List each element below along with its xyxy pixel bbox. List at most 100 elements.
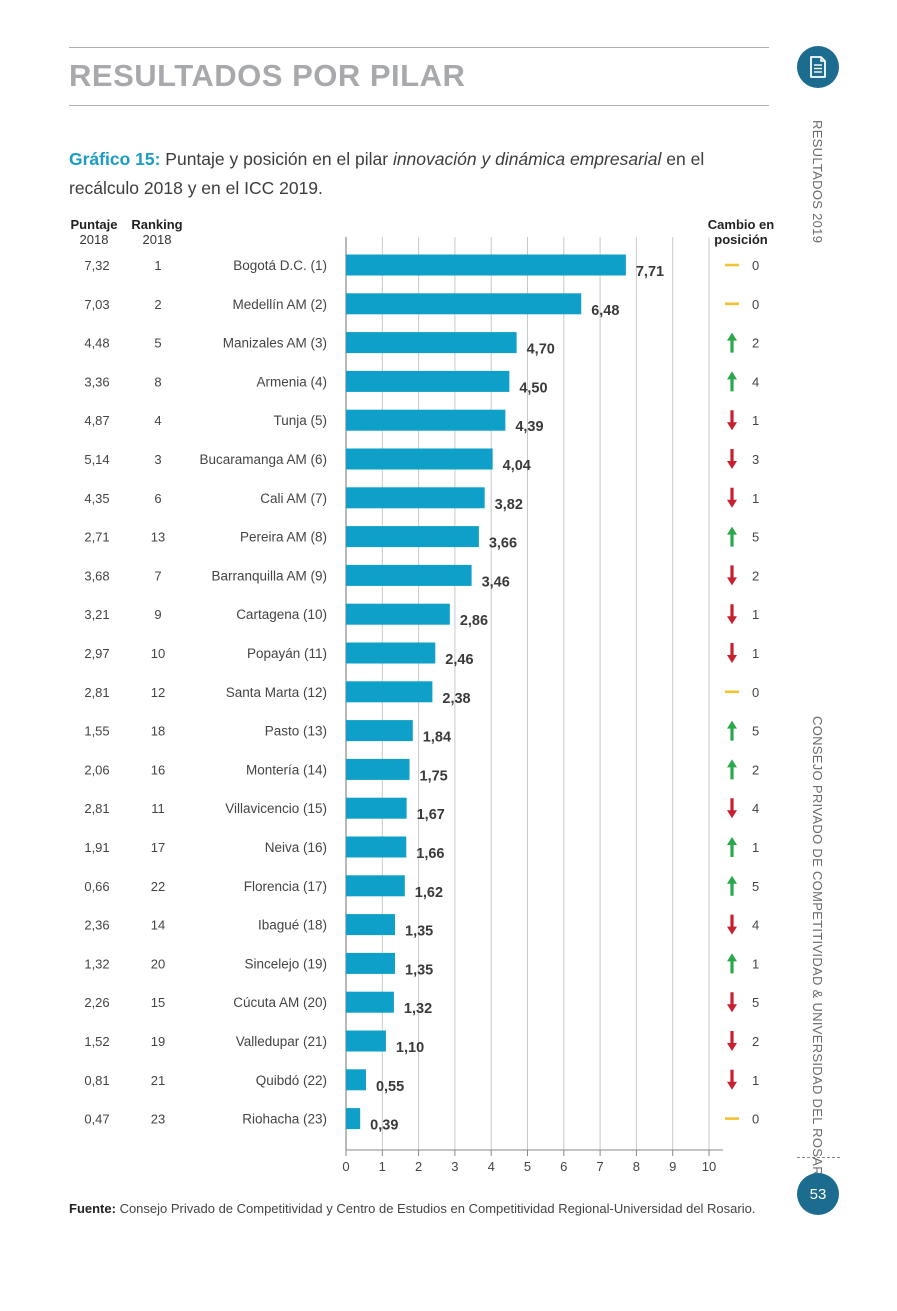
category-label: Armenia (4) (256, 374, 327, 389)
score-2018-label: 1,52 (84, 1034, 109, 1049)
bar-value-label: 1,35 (405, 962, 433, 978)
change-value-label: 5 (752, 724, 759, 739)
score-2018-label: 2,06 (84, 762, 109, 777)
x-tick-label: 2 (415, 1159, 422, 1174)
bar (346, 875, 405, 897)
score-2018-label: 2,97 (84, 646, 109, 661)
change-value-label: 2 (752, 568, 759, 583)
rank-2018-label: 5 (154, 336, 161, 351)
change-value-label: 0 (752, 685, 759, 700)
arrow-up-icon (727, 953, 737, 974)
arrow-up-icon (727, 526, 737, 547)
x-tick-label: 7 (596, 1159, 603, 1174)
bar-value-label: 1,35 (405, 924, 433, 940)
rank-2018-label: 23 (151, 1112, 165, 1127)
bar (346, 526, 479, 548)
arrow-down-icon (727, 1031, 737, 1051)
bar (346, 681, 433, 703)
rank-2018-label: 21 (151, 1073, 165, 1088)
arrow-up-icon (727, 371, 737, 392)
change-value-label: 5 (752, 879, 759, 894)
bar (346, 448, 493, 470)
category-label: Cúcuta AM (20) (233, 995, 327, 1010)
score-2018-label: 1,55 (84, 724, 109, 739)
rank-2018-label: 7 (154, 568, 161, 583)
change-value-label: 1 (752, 646, 759, 661)
category-label: Tunja (5) (273, 413, 327, 428)
arrow-up-icon (727, 837, 737, 857)
category-label: Ibagué (18) (258, 918, 327, 933)
bar (346, 332, 517, 354)
score-2018-label: 4,35 (84, 491, 109, 506)
x-tick-label: 6 (560, 1159, 567, 1174)
score-2018-label: 2,81 (84, 801, 109, 816)
x-tick-label: 9 (669, 1159, 676, 1174)
arrow-up-icon (727, 720, 737, 741)
score-2018-label: 1,32 (84, 956, 109, 971)
change-value-label: 1 (752, 607, 759, 622)
rank-2018-label: 20 (151, 956, 165, 971)
rank-2018-label: 18 (151, 724, 165, 739)
rank-2018-label: 4 (154, 413, 161, 428)
change-value-label: 4 (752, 918, 759, 933)
change-value-label: 4 (752, 374, 759, 389)
footer-dash (797, 1157, 840, 1158)
score-2018-label: 7,03 (84, 297, 109, 312)
bar-value-label: 2,86 (460, 613, 488, 629)
top-rule (69, 47, 769, 48)
side-label-top: RESULTADOS 2019 (810, 120, 825, 244)
bar-value-label: 4,04 (503, 458, 531, 474)
bar-value-label: 3,46 (482, 574, 510, 590)
category-label: Sincelejo (19) (244, 956, 327, 971)
change-value-label: 0 (752, 258, 759, 273)
change-value-label: 2 (752, 336, 759, 351)
score-2018-label: 0,81 (84, 1073, 109, 1088)
category-label: Bogotá D.C. (1) (233, 258, 327, 273)
score-2018-label: 2,71 (84, 530, 109, 545)
rank-2018-label: 10 (151, 646, 165, 661)
category-label: Villavicencio (15) (225, 801, 327, 816)
rank-2018-label: 9 (154, 607, 161, 622)
category-label: Cartagena (10) (236, 607, 327, 622)
bar-value-label: 1,84 (423, 730, 451, 746)
bar-value-label: 1,75 (420, 768, 448, 784)
bar (346, 1069, 366, 1091)
category-label: Valledupar (21) (236, 1034, 327, 1049)
bar-value-label: 1,32 (404, 1001, 432, 1017)
category-label: Medellín AM (2) (232, 297, 327, 312)
score-2018-label: 3,21 (84, 607, 109, 622)
arrow-down-icon (727, 643, 737, 663)
category-label: Manizales AM (3) (223, 336, 327, 351)
rank-2018-label: 2 (154, 297, 161, 312)
arrow-down-icon (727, 449, 737, 469)
caption-text-before: Puntaje y posición en el pilar (160, 149, 393, 169)
rank-2018-label: 3 (154, 452, 161, 467)
score-2018-label: 0,66 (84, 879, 109, 894)
arrow-down-icon (727, 604, 737, 625)
change-value-label: 0 (752, 297, 759, 312)
x-tick-label: 3 (451, 1159, 458, 1174)
bar-value-label: 4,50 (519, 380, 547, 396)
x-tick-label: 1 (379, 1159, 386, 1174)
header-score-2018: Puntaje 2018 (70, 217, 118, 247)
rank-2018-label: 8 (154, 374, 161, 389)
title-rule (69, 105, 769, 106)
rank-2018-label: 19 (151, 1034, 165, 1049)
category-label: Pereira AM (8) (240, 530, 327, 545)
score-2018-label: 3,68 (84, 568, 109, 583)
bar (346, 836, 407, 858)
change-value-label: 1 (752, 1073, 759, 1088)
score-2018-label: 1,91 (84, 840, 109, 855)
bar-chart: 0 1 2 3 4 5 6 7 8 9 107,32 1 Bogotá D.C. (1) 7,71 07,0… (84, 237, 759, 1174)
change-value-label: 5 (752, 530, 759, 545)
header-rank-2018: Ranking 2018 (131, 217, 183, 247)
bar-value-label: 4,39 (515, 419, 543, 435)
change-value-label: 2 (752, 1034, 759, 1049)
bar (346, 1108, 361, 1130)
arrow-down-icon (727, 410, 737, 431)
section-title: RESULTADOS POR PILAR (69, 58, 466, 93)
bar-value-label: 2,38 (442, 691, 470, 707)
bar-value-label: 0,55 (376, 1079, 404, 1095)
change-value-label: 1 (752, 491, 759, 506)
bar-value-label: 1,62 (415, 885, 443, 901)
